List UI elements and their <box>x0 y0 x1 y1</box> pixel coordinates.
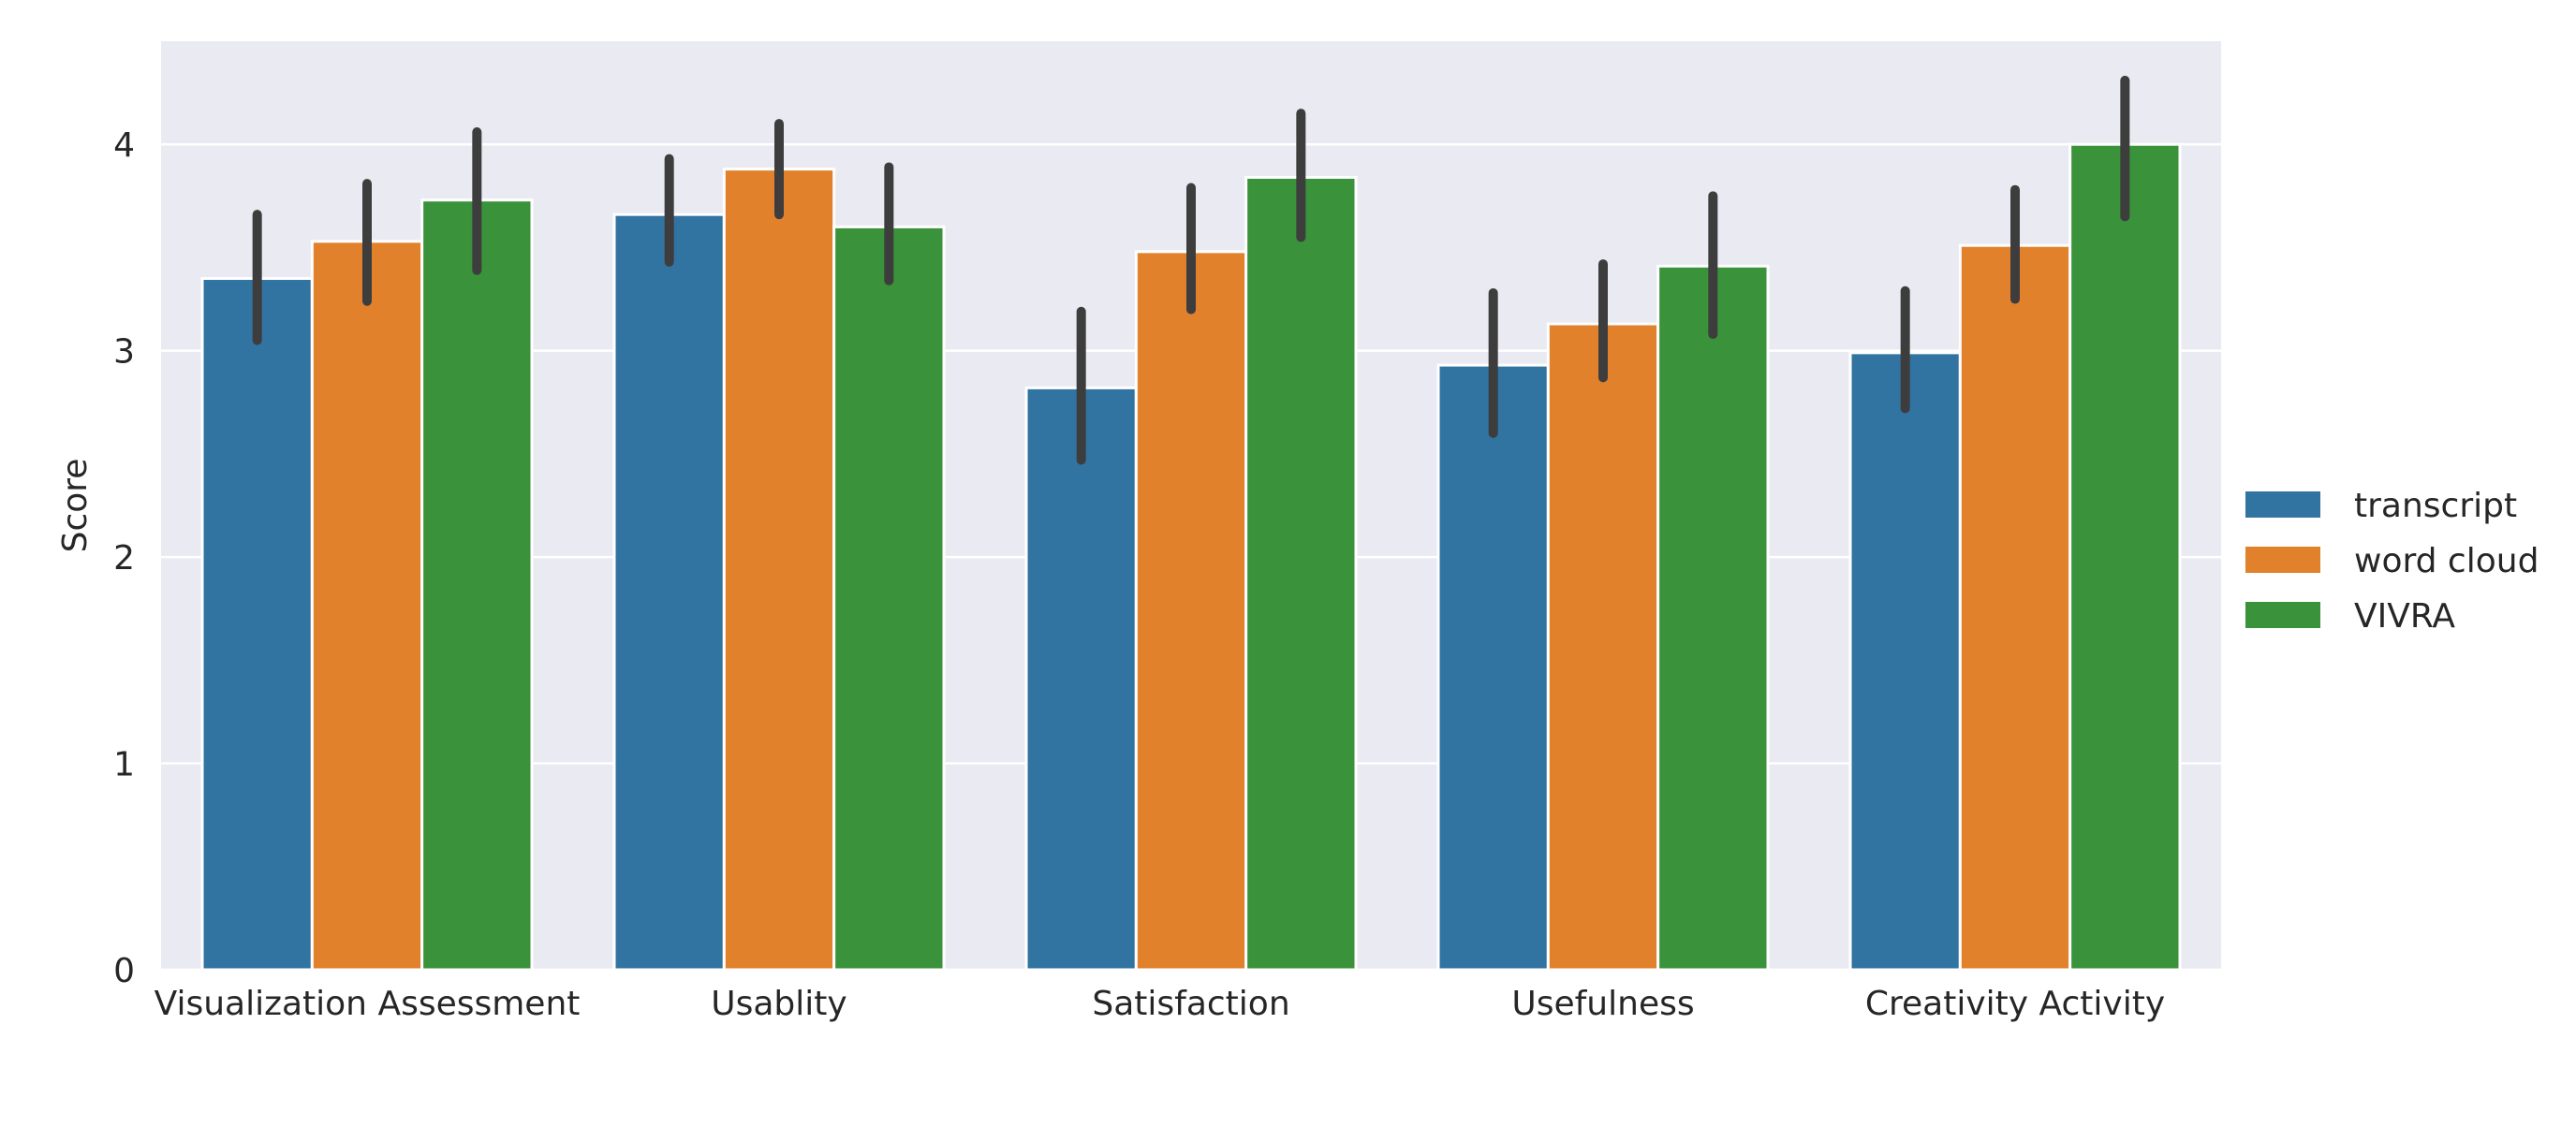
y-axis-label: Score <box>56 459 95 553</box>
bar-transcript <box>1848 351 1962 972</box>
legend-swatch <box>2245 547 2320 573</box>
bar-vivra <box>1656 264 1770 972</box>
bar-transcript <box>200 277 314 972</box>
y-tick-label: 4 <box>113 126 135 165</box>
y-tick-label: 2 <box>113 539 135 578</box>
legend-swatch <box>2245 602 2320 628</box>
legend-swatch <box>2245 491 2320 518</box>
bar-transcript <box>612 212 726 972</box>
bar-word-cloud <box>1958 243 2072 972</box>
y-tick-label: 3 <box>113 333 135 372</box>
x-tick-label: Creativity Activity <box>1865 985 2165 1023</box>
x-tick-label: Usefulness <box>1511 985 1694 1023</box>
y-tick-label: 1 <box>113 746 135 784</box>
bar-vivra <box>420 198 534 972</box>
bar-vivra <box>2068 142 2182 972</box>
bar-word-cloud <box>722 168 836 972</box>
bar-word-cloud <box>1134 250 1248 972</box>
y-axis-ticks: 0 1 2 3 4 <box>113 126 135 990</box>
bar-word-cloud <box>310 240 424 972</box>
legend-label: transcript <box>2354 487 2517 525</box>
x-axis-ticks: Visualization Assessment Usablity Satisfac… <box>155 985 2166 1023</box>
bar-transcript <box>1024 386 1138 972</box>
bars <box>200 142 2182 972</box>
bar-vivra <box>1244 175 1358 972</box>
x-tick-label: Visualization Assessment <box>155 985 581 1023</box>
legend-label: word cloud <box>2354 542 2539 580</box>
bar-transcript <box>1436 363 1550 972</box>
legend-label: VIVRA <box>2354 597 2455 636</box>
legend: transcript word cloud VIVRA <box>2245 487 2539 636</box>
y-tick-label: 0 <box>113 952 135 990</box>
x-tick-label: Usablity <box>711 985 846 1023</box>
error-bars <box>252 75 2130 465</box>
x-tick-label: Satisfaction <box>1092 985 1289 1023</box>
bar-vivra <box>832 225 946 972</box>
bar-word-cloud <box>1546 322 1660 972</box>
